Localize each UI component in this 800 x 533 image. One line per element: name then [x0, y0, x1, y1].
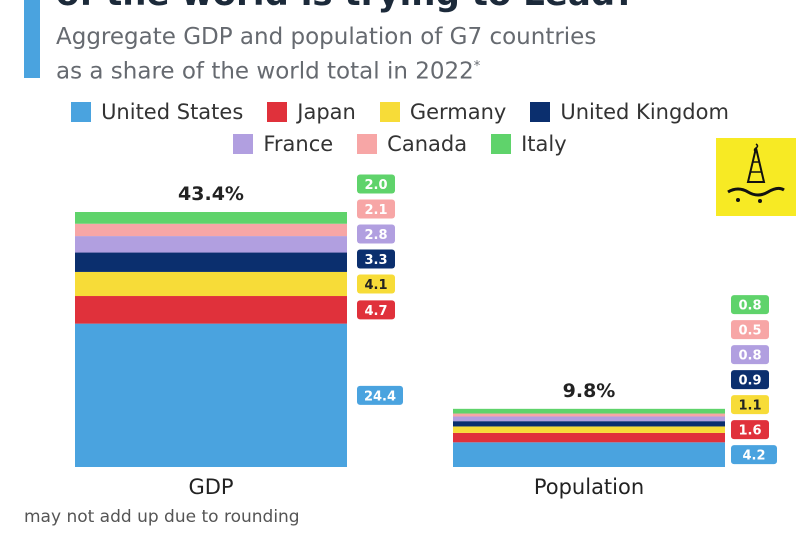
legend-label-italy: Italy: [521, 132, 567, 156]
value-label-population-united-states: 4.2: [742, 449, 765, 464]
value-label-population-italy: 0.8: [738, 299, 761, 314]
value-label-gdp-france: 2.8: [364, 228, 387, 243]
footnote-rounding: may not add up due to rounding: [24, 507, 300, 527]
value-badge-population-canada: [731, 320, 769, 340]
value-badge-population-france: [731, 345, 769, 365]
value-badge-gdp-united-states: [357, 385, 403, 405]
subtitle-line-2: as a share of the world total in 2022: [56, 58, 474, 85]
value-label-population-japan: 1.6: [738, 424, 761, 439]
value-badge-gdp-japan: [357, 300, 395, 320]
legend-label-united-kingdom: United Kingdom: [560, 100, 729, 124]
accent-bar: [24, 0, 40, 78]
value-badge-population-united-states: [731, 445, 777, 465]
legend: United States Japan Germany United Kingdom F…: [0, 96, 800, 160]
value-badge-population-united-kingdom: [731, 370, 769, 390]
value-badge-gdp-canada: [357, 199, 395, 219]
logo: [716, 138, 796, 216]
bar-segment-population-france: [453, 416, 725, 422]
value-label-population-france: 0.8: [738, 349, 761, 364]
category-label-gdp: GDP: [188, 475, 233, 499]
legend-label-canada: Canada: [387, 132, 468, 156]
bar-segment-population-united-kingdom: [453, 421, 725, 427]
value-badge-gdp-united-kingdom: [357, 249, 395, 269]
total-label-gdp: 43.4%: [178, 183, 244, 205]
subtitle-line-1: Aggregate GDP and population of G7 count…: [56, 24, 597, 50]
value-label-gdp-italy: 2.0: [364, 178, 387, 193]
value-label-population-canada: 0.5: [738, 324, 761, 339]
subtitle: Aggregate GDP and population of G7 count…: [56, 22, 596, 87]
bar-segment-gdp-united-kingdom: [75, 252, 347, 272]
legend-label-united-states: United States: [101, 100, 244, 124]
bar-segment-gdp-canada: [75, 223, 347, 237]
bar-segment-gdp-italy: [75, 212, 347, 224]
legend-swatch-united-states: [71, 102, 92, 122]
value-badge-population-japan: [731, 420, 769, 440]
legend-label-japan: Japan: [297, 100, 356, 124]
legend-swatch-canada: [357, 134, 378, 154]
value-badge-gdp-italy: [357, 174, 395, 194]
value-badge-population-germany: [731, 395, 769, 415]
value-badge-population-italy: [731, 295, 769, 315]
value-label-gdp-united-kingdom: 3.3: [364, 253, 387, 268]
bar-segment-population-germany: [453, 426, 725, 433]
bar-segment-gdp-germany: [75, 271, 347, 297]
category-label-population: Population: [534, 475, 644, 499]
bar-segment-population-italy: [453, 408, 725, 414]
bar-segment-gdp-japan: [75, 296, 347, 324]
value-badge-gdp-germany: [357, 274, 395, 294]
legend-swatch-italy: [491, 134, 512, 154]
subtitle-footnote-mark: *: [473, 59, 481, 74]
legend-swatch-germany: [379, 102, 400, 122]
legend-swatch-united-kingdom: [530, 102, 551, 122]
value-label-population-united-kingdom: 0.9: [738, 374, 761, 389]
legend-item-japan: Japan: [267, 100, 356, 124]
legend-item-united-states: United States: [71, 100, 243, 124]
legend-label-france: France: [263, 132, 334, 156]
legend-item-canada: Canada: [357, 132, 467, 156]
total-label-population: 9.8%: [563, 380, 616, 402]
legend-row: France Canada Italy: [0, 128, 800, 160]
value-label-gdp-germany: 4.1: [364, 278, 387, 293]
legend-item-france: France: [233, 132, 333, 156]
legend-item-united-kingdom: United Kingdom: [530, 100, 729, 124]
legend-label-germany: Germany: [409, 100, 507, 124]
bar-segment-gdp-france: [75, 236, 347, 253]
bar-segment-population-united-states: [453, 442, 725, 467]
oil-derrick-icon: [727, 143, 785, 203]
legend-item-germany: Germany: [379, 100, 507, 124]
bar-segment-gdp-united-states: [75, 323, 347, 467]
legend-swatch-japan: [267, 102, 288, 122]
value-label-gdp-japan: 4.7: [364, 304, 387, 319]
legend-swatch-france: [233, 134, 254, 154]
legend-item-italy: Italy: [491, 132, 567, 156]
value-badge-gdp-france: [357, 224, 395, 244]
headline: of the world is trying to Lead?: [56, 0, 635, 14]
value-label-population-germany: 1.1: [738, 399, 761, 414]
bar-segment-population-canada: [453, 413, 725, 417]
bar-segment-population-japan: [453, 432, 725, 443]
legend-row: United States Japan Germany United Kingdom: [0, 96, 800, 128]
value-label-gdp-united-states: 24.4: [364, 389, 396, 404]
value-label-gdp-canada: 2.1: [364, 203, 387, 218]
